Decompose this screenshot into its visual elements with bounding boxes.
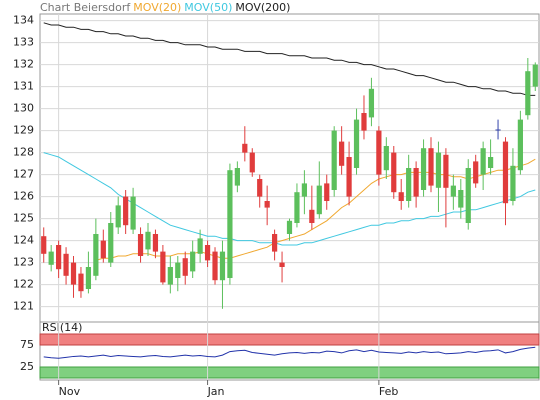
x-tick-label: Nov — [59, 385, 81, 398]
candle-body — [227, 170, 233, 278]
candle-body — [204, 245, 211, 261]
candle-body — [435, 152, 442, 188]
candle-body — [413, 168, 419, 197]
x-tick-label: Feb — [379, 385, 398, 398]
candle-body — [532, 64, 538, 87]
candle-body — [56, 245, 62, 270]
candle-body — [108, 223, 114, 263]
candle-body — [41, 236, 47, 254]
candle-body — [115, 205, 121, 228]
candle-body — [458, 190, 464, 208]
candle-body — [428, 148, 434, 186]
candle-body — [480, 148, 486, 175]
y-tick-label: 128 — [13, 146, 34, 159]
candle-body — [353, 119, 360, 168]
candle-body — [152, 234, 159, 252]
candle-body — [93, 234, 99, 276]
candle-body — [197, 238, 203, 254]
y-tick-label: 126 — [13, 190, 34, 203]
rsi-lower-band — [39, 366, 540, 379]
candle-body — [391, 152, 397, 193]
candle-body — [368, 88, 375, 118]
y-tick-label: 131 — [13, 80, 34, 93]
candle-body — [309, 209, 315, 223]
candle-body — [517, 119, 523, 171]
chart-title: Chart Beiersdorf — [40, 1, 131, 14]
candle-body — [234, 168, 240, 186]
candle-body — [85, 267, 92, 289]
candle-body — [301, 183, 308, 197]
rsi-upper-band — [39, 333, 540, 346]
candle-body — [346, 157, 352, 197]
legend: Chart Beiersdorf MOV(20) MOV(50) MOV(200) — [40, 1, 290, 14]
legend-entry: MOV(50) — [184, 1, 232, 14]
legend-entry: MOV(20) — [133, 1, 181, 14]
candle-body — [331, 130, 337, 190]
candle-body — [167, 267, 173, 285]
candle-body — [339, 141, 345, 166]
candle-body — [525, 71, 531, 116]
candle-body — [271, 234, 278, 252]
candle-body — [257, 179, 263, 197]
y-tick-label: 127 — [13, 168, 34, 181]
y-tick-label: 132 — [13, 58, 34, 71]
candle-body — [145, 231, 151, 250]
y-tick-label: 133 — [13, 36, 34, 49]
candle-body — [443, 154, 449, 188]
candle-body — [286, 220, 293, 234]
y-tick-label: 124 — [13, 234, 34, 247]
candle-body — [264, 201, 270, 208]
y-tick-label: 123 — [13, 256, 34, 269]
candle-body — [279, 262, 285, 267]
candle-body — [316, 185, 322, 215]
candle-body — [48, 251, 54, 265]
candle-body — [324, 183, 330, 201]
candle-body — [182, 258, 188, 276]
series-line — [43, 22, 536, 96]
y-tick-label: 25 — [20, 360, 34, 373]
candle-body — [70, 262, 77, 285]
candle-body — [63, 253, 69, 276]
candle-body — [495, 129, 501, 131]
rsi-title: RSI(14) — [42, 321, 82, 334]
candle-body — [123, 196, 129, 226]
candle-body — [502, 141, 509, 204]
candle-body — [78, 273, 84, 292]
candle-body — [450, 185, 456, 197]
candle-body — [130, 196, 136, 230]
candle-body — [420, 148, 427, 190]
y-tick-label: 125 — [13, 212, 34, 225]
candle-body — [376, 130, 382, 175]
x-tick-label: Jan — [207, 385, 225, 398]
candle-body — [398, 192, 404, 201]
y-tick-label: 130 — [13, 102, 34, 115]
candle-body — [361, 113, 367, 131]
y-tick-label: 129 — [13, 124, 34, 137]
y-tick-label: 134 — [13, 14, 34, 27]
candle-body — [175, 262, 181, 278]
candle-body — [473, 161, 479, 184]
legend-entry: MOV(200) — [235, 1, 290, 14]
candle-body — [510, 165, 516, 201]
candle-body — [242, 143, 248, 153]
series-line — [43, 346, 536, 359]
candle-body — [294, 192, 300, 223]
candle-body — [160, 251, 166, 283]
candle-body — [190, 251, 196, 272]
candle-body — [249, 152, 255, 173]
candle-body — [100, 240, 106, 259]
candle-body — [465, 168, 471, 223]
y-tick-label: 121 — [13, 300, 34, 313]
candle-body — [137, 234, 144, 256]
series-line — [95, 158, 536, 261]
candle-body — [383, 146, 389, 171]
candle-body — [219, 251, 226, 281]
y-tick-label: 122 — [13, 278, 34, 291]
candle-body — [487, 157, 494, 168]
y-tick-label: 75 — [20, 338, 34, 351]
candle-body — [212, 251, 218, 281]
candle-body — [406, 168, 412, 201]
